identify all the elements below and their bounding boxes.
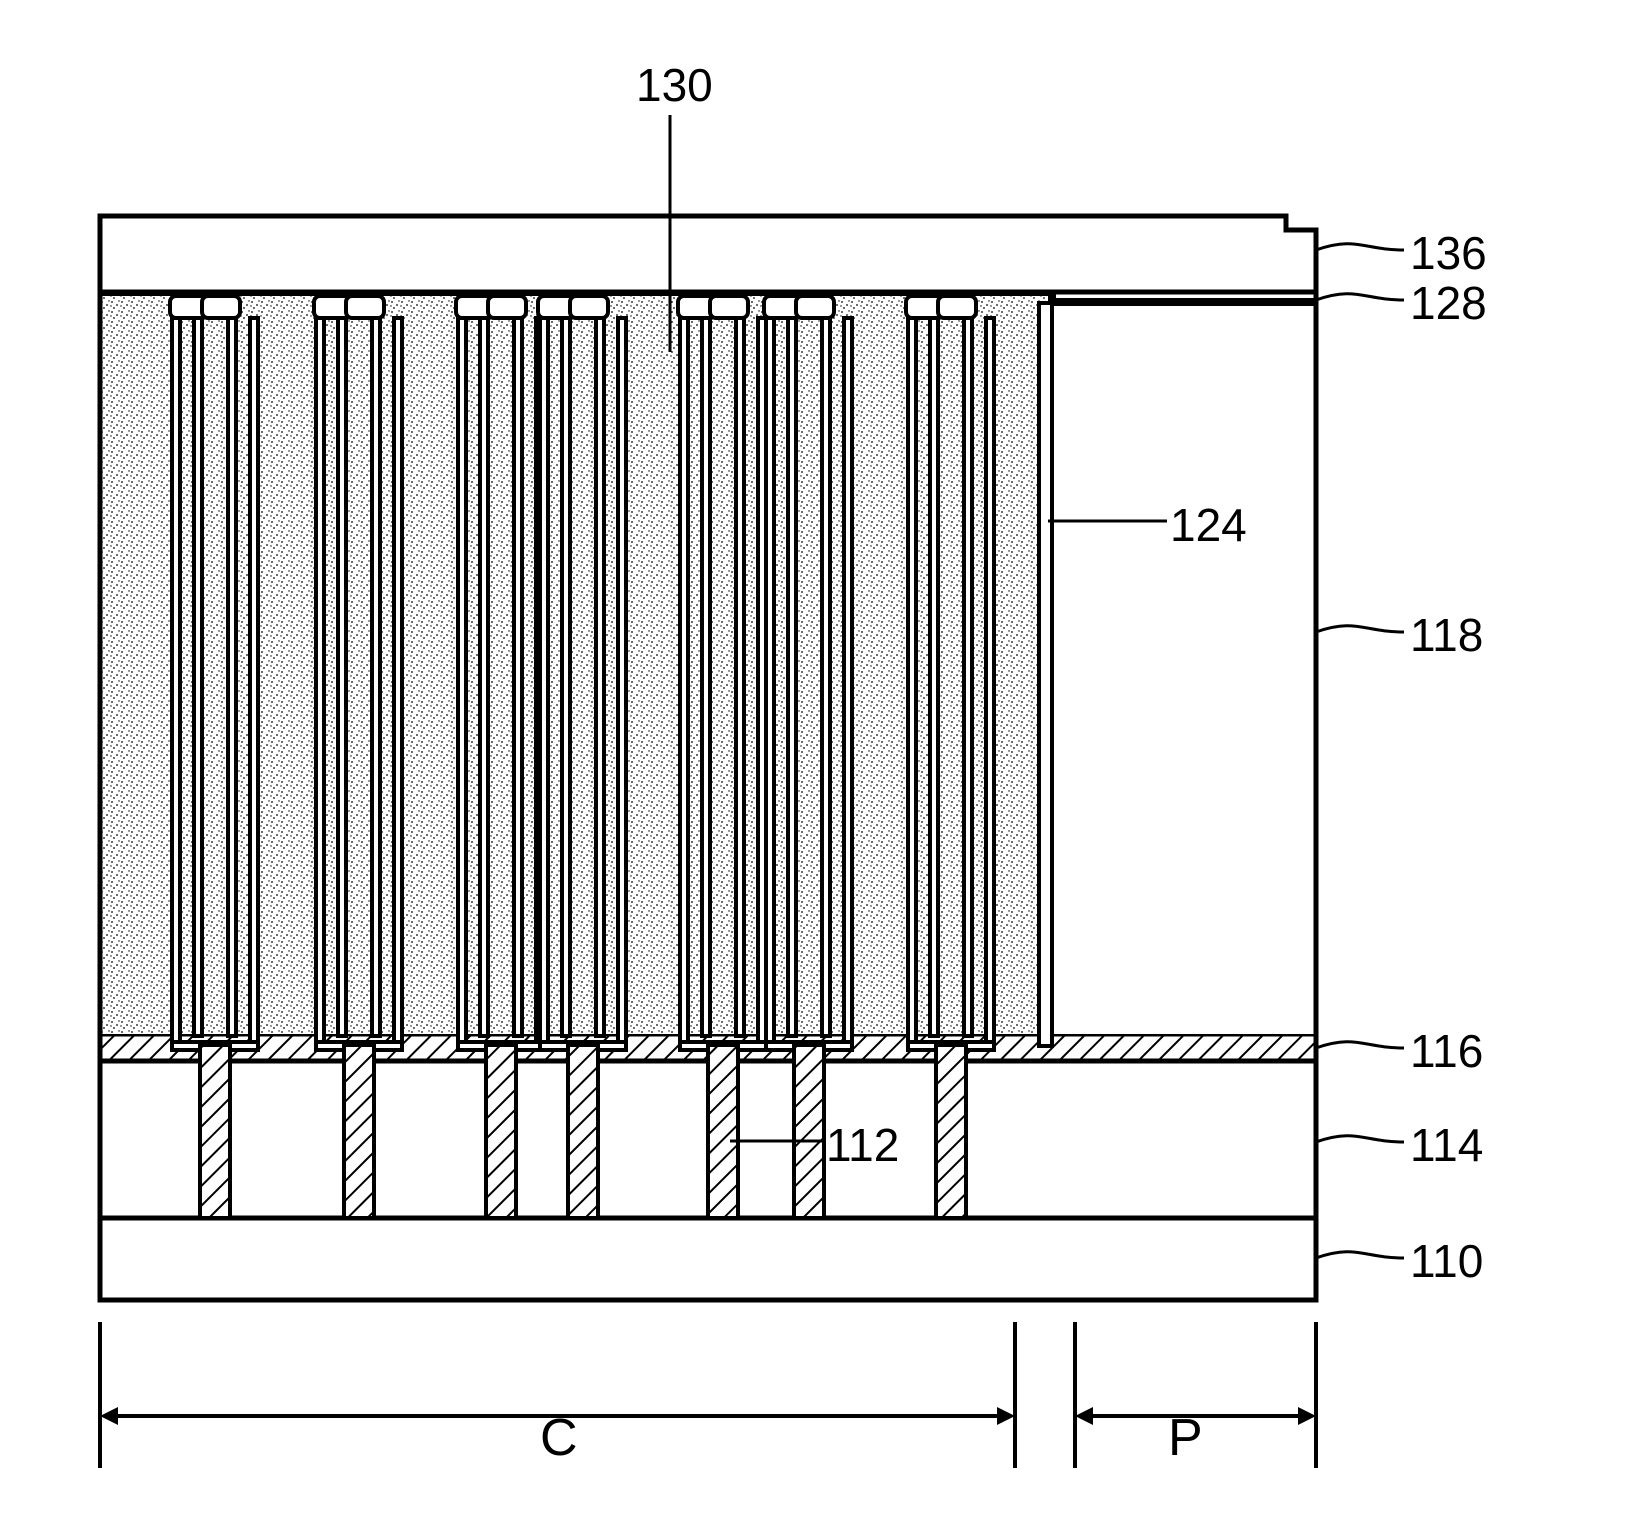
label-124: 124 <box>1170 498 1247 552</box>
layer-plate-136 <box>100 216 1316 292</box>
label-128: 128 <box>1410 276 1487 330</box>
label-region-C: C <box>540 1408 578 1468</box>
leader-118 <box>1316 626 1404 632</box>
plug-112-5 <box>794 1045 824 1218</box>
plug-112-4 <box>708 1045 738 1218</box>
plug-112-6 <box>936 1045 966 1218</box>
label-region-P: P <box>1168 1408 1203 1468</box>
label-112: 112 <box>826 1118 899 1172</box>
label-116: 116 <box>1410 1024 1483 1078</box>
plug-112-0 <box>200 1045 230 1218</box>
label-118: 118 <box>1410 608 1483 662</box>
plug-112-3 <box>568 1045 598 1218</box>
plug-112-2 <box>486 1045 516 1218</box>
label-136: 136 <box>1410 226 1487 280</box>
electrode-sidewall-124 <box>1039 303 1052 1046</box>
diagram-svg <box>0 0 1629 1513</box>
layer-substrate-110 <box>100 1218 1316 1300</box>
periph-mold-block <box>1052 300 1316 1034</box>
label-110: 110 <box>1410 1234 1483 1288</box>
label-130: 130 <box>636 58 713 112</box>
leader-110 <box>1316 1252 1404 1258</box>
leader-128 <box>1316 294 1404 300</box>
leader-136 <box>1316 244 1404 250</box>
leader-116 <box>1316 1042 1404 1048</box>
label-114: 114 <box>1410 1118 1483 1172</box>
plug-112-1 <box>344 1045 374 1218</box>
leader-114 <box>1316 1136 1404 1142</box>
